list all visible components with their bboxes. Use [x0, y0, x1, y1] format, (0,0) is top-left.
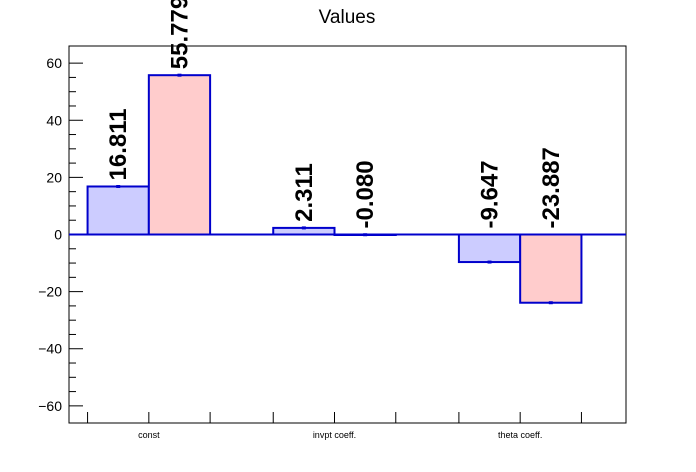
y-tick-label: 60 — [46, 55, 62, 71]
bar-const-s1 — [86, 185, 150, 236]
y-tick-label: −20 — [38, 284, 62, 300]
y-tick-label: −40 — [38, 341, 62, 357]
y-tick-label: 0 — [54, 227, 62, 243]
chart-title: Values — [319, 7, 376, 28]
bar-value-label: -23.887 — [538, 147, 565, 228]
bars — [86, 73, 583, 305]
bar-const-s2 — [147, 74, 212, 236]
bar-value-label: 16.811 — [105, 108, 132, 180]
bar-value-label: -0.080 — [352, 160, 379, 228]
x-category-label: theta coeff. — [498, 430, 542, 440]
bar-theta-coeff-s2 — [519, 233, 583, 304]
x-axis: const invpt coeff. theta coeff. — [87, 412, 582, 440]
y-tick-label: 20 — [46, 169, 62, 185]
data-labels: 16.811 2.311 -9.647 55.779 -0.080 -23.887 — [105, 0, 565, 229]
y-tick-label: −60 — [38, 398, 62, 414]
bar-value-label: 2.311 — [291, 163, 318, 222]
bar-value-label: -9.647 — [477, 160, 504, 228]
bar-value-label: 55.779 — [166, 0, 193, 69]
bar-theta-coeff-s1 — [457, 233, 522, 264]
x-category-label: const — [138, 430, 160, 440]
x-category-label: invpt coeff. — [313, 430, 356, 440]
y-tick-label: 40 — [46, 112, 62, 128]
